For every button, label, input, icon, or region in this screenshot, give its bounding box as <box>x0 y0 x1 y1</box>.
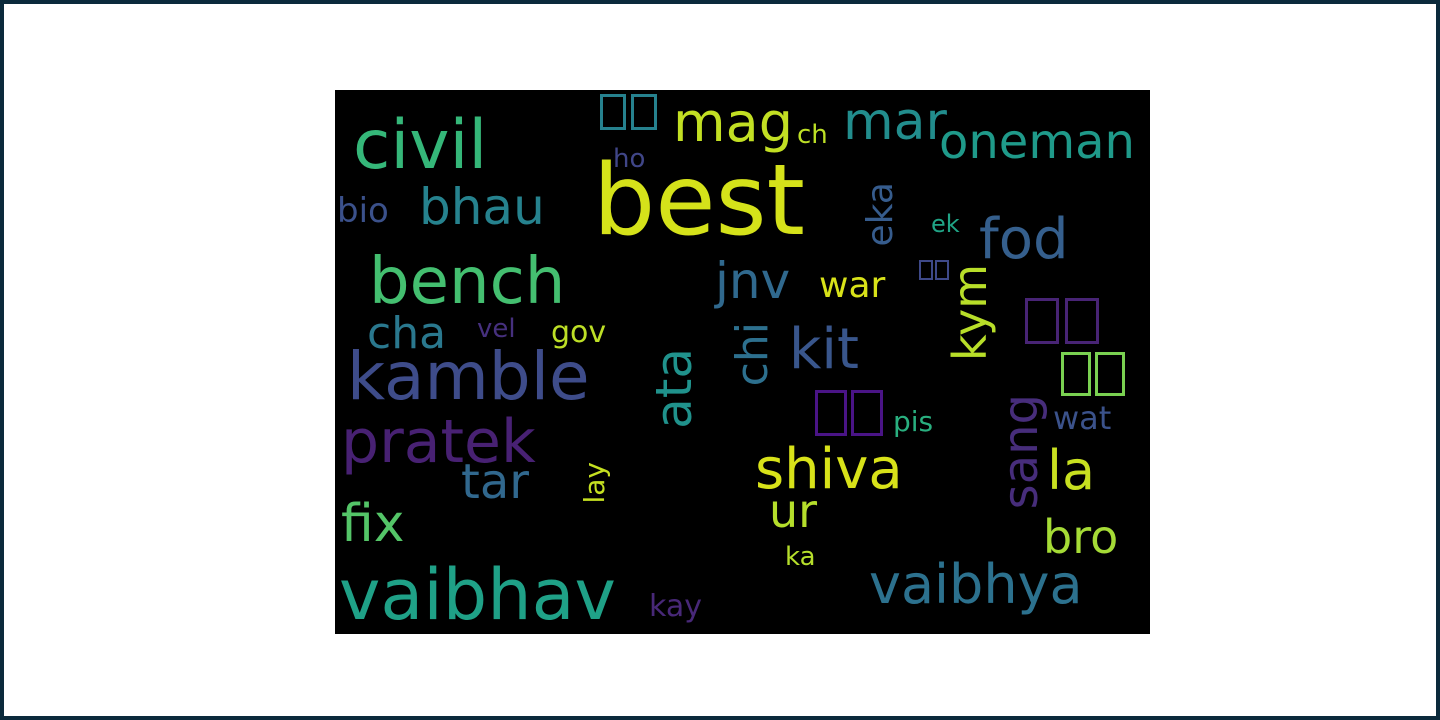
word-ch: ch <box>797 120 828 150</box>
glyph-box <box>851 390 883 436</box>
word-ata: ata <box>645 348 703 429</box>
word-fix: fix <box>341 494 405 554</box>
word-jnv: jnv <box>715 252 791 310</box>
word-bio: bio <box>337 191 389 231</box>
word-ur: ur <box>769 484 818 538</box>
white-frame: best vaibhav kamble pratek bench civil v… <box>4 4 1436 716</box>
word-la: la <box>1047 439 1096 502</box>
word-chi: chi <box>727 322 778 387</box>
word-fod: fod <box>979 207 1069 272</box>
word-cha: cha <box>367 308 447 359</box>
word-lay: lay <box>578 462 611 504</box>
word-ek: ek <box>931 210 960 238</box>
word-vaibhya: vaibhya <box>869 553 1083 616</box>
word-ho: ho <box>613 144 646 174</box>
word-oneman: oneman <box>939 114 1135 170</box>
word-ka: ka <box>785 542 816 572</box>
glyph-box <box>1095 352 1125 396</box>
word-mar: mar <box>843 92 947 152</box>
word-war: war <box>819 265 886 306</box>
word-best: best <box>593 144 805 258</box>
word-bro: bro <box>1043 510 1119 564</box>
word-kit: kit <box>789 317 859 382</box>
word-pis: pis <box>893 405 934 438</box>
glyph-box <box>1065 298 1099 344</box>
glyph-box <box>631 94 657 130</box>
word-bench: bench <box>369 245 566 319</box>
word-wat: wat <box>1053 399 1112 437</box>
word-civil: civil <box>353 106 488 185</box>
glyph-box <box>1061 352 1091 396</box>
word-cloud: best vaibhav kamble pratek bench civil v… <box>335 90 1150 634</box>
word-kym: kym <box>943 264 997 362</box>
word-kamble: kamble <box>347 338 590 415</box>
glyph-box <box>919 260 933 280</box>
glyph-box <box>1025 298 1059 344</box>
word-sang: sang <box>993 394 1049 510</box>
word-tar: tar <box>461 454 529 510</box>
word-vaibhav: vaibhav <box>339 554 616 634</box>
word-gov: gov <box>551 315 607 350</box>
glyph-box <box>815 390 847 436</box>
word-kay: kay <box>649 589 702 624</box>
word-pratek: pratek <box>341 407 536 477</box>
word-shiva: shiva <box>755 437 903 502</box>
glyph-box <box>600 94 626 130</box>
word-vel: vel <box>477 314 516 344</box>
glyph-box <box>935 260 949 280</box>
word-eka: eka <box>860 182 901 247</box>
word-mag: mag <box>673 91 793 154</box>
word-bhau: bhau <box>419 178 545 236</box>
